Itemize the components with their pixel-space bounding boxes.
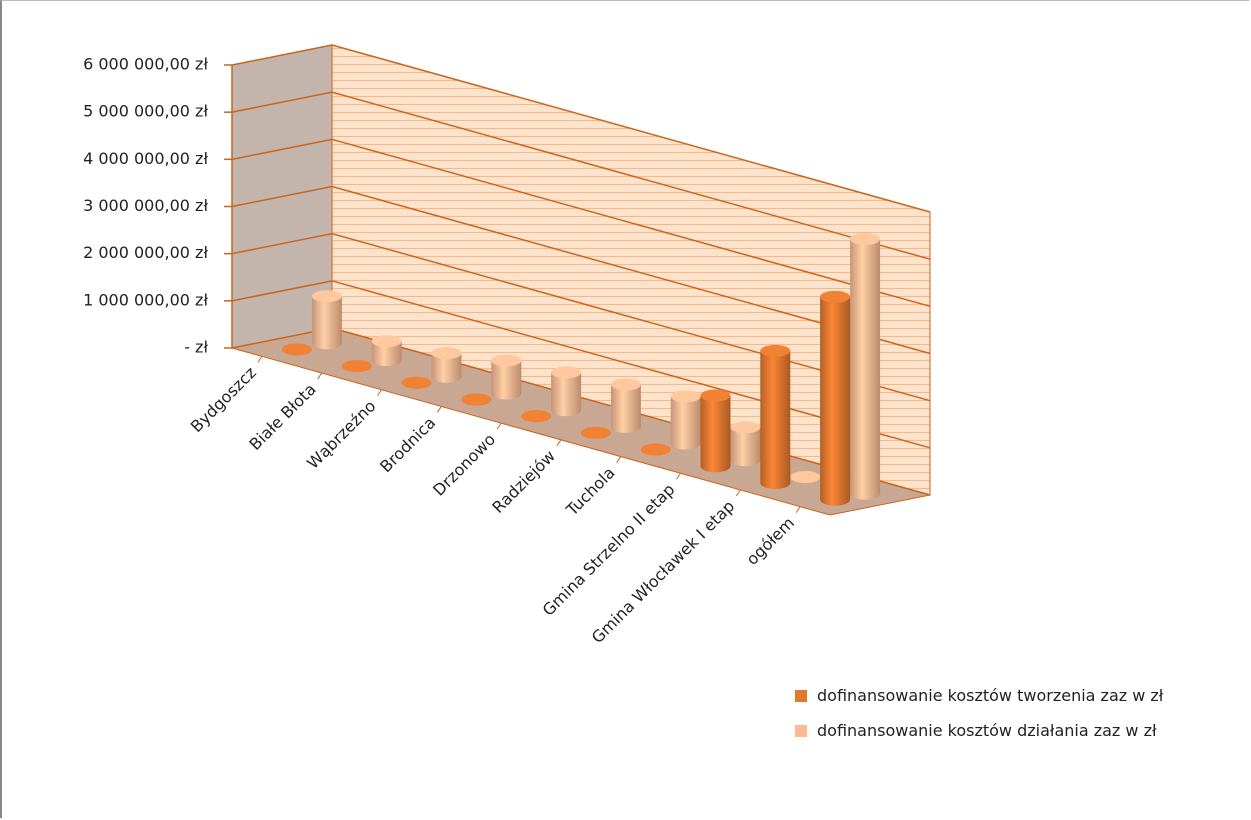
x-tick xyxy=(257,356,263,363)
cylinder xyxy=(700,395,731,473)
x-tick-label: Gmina Strzelno II etap xyxy=(539,480,679,620)
cylinder-top xyxy=(670,390,701,403)
x-tick xyxy=(735,489,741,497)
cylinder xyxy=(431,353,462,383)
y-tick-label: - zł xyxy=(184,338,208,357)
y-tick-label: 5 000 000,00 zł xyxy=(83,102,208,121)
cylinder-top xyxy=(551,366,582,379)
cylinder-top xyxy=(281,343,312,356)
x-tick xyxy=(676,472,681,480)
grid-line xyxy=(231,44,931,213)
cylinder-top xyxy=(610,378,641,391)
legend-label: dofinansowanie kosztów tworzenia zaz w z… xyxy=(817,686,1164,705)
legend: dofinansowanie kosztów tworzenia zaz w z… xyxy=(795,682,1215,752)
grid-line xyxy=(231,138,931,308)
grid-line xyxy=(231,232,931,402)
cylinder xyxy=(491,360,522,400)
cylinder-top xyxy=(850,232,881,245)
x-tick-label: Radziejów xyxy=(488,446,559,517)
cylinder-top xyxy=(700,389,731,402)
cylinder-top xyxy=(431,347,462,360)
cylinder xyxy=(760,350,791,489)
y-tick-label: 1 000 000,00 zł xyxy=(83,290,208,309)
y-tick-label: 3 000 000,00 zł xyxy=(83,196,208,215)
x-tick-label: Drzonowo xyxy=(429,430,499,500)
cylinder-top xyxy=(401,376,432,389)
legend-swatch xyxy=(795,725,807,737)
legend-swatch xyxy=(795,690,807,702)
cylinder-top xyxy=(311,290,342,303)
x-tick xyxy=(795,506,801,513)
legend-item: dofinansowanie kosztów działania zaz w z… xyxy=(795,717,1215,744)
cylinder-top xyxy=(820,290,851,303)
x-tick-label: Tuchola xyxy=(562,463,619,520)
x-tick-label: ogółem xyxy=(742,513,798,569)
x-tick-label: Białe Błota xyxy=(245,380,319,454)
x-tick-label: Bydgoszcz xyxy=(187,363,260,436)
cylinder xyxy=(311,296,342,350)
cylinder xyxy=(850,238,881,500)
cylinder-top xyxy=(371,335,402,348)
x-tick-label: Gmina Włocławek I etap xyxy=(588,497,739,648)
x-tick xyxy=(556,439,562,447)
cylinder xyxy=(551,372,582,417)
cylinder-top xyxy=(521,410,552,423)
x-tick xyxy=(317,372,323,380)
x-tick xyxy=(436,406,442,413)
cylinder-top xyxy=(491,354,522,367)
cylinder-top xyxy=(461,393,492,406)
cylinder-top xyxy=(640,443,671,456)
x-tick-label: Wąbrzeźno xyxy=(303,396,379,472)
grid-line xyxy=(231,185,931,355)
cylinder-top xyxy=(730,421,761,434)
cylinder xyxy=(670,396,701,450)
cylinder xyxy=(371,341,402,367)
x-tick xyxy=(496,422,502,430)
plot-area: - zł 1 000 000,00 zł 2 000 000,00 zł 3 000 … xyxy=(83,44,931,648)
grid-line xyxy=(231,91,931,260)
cylinder xyxy=(730,427,761,467)
x-tick-label: Brodnica xyxy=(376,413,439,476)
y-tick-label: 4 000 000,00 zł xyxy=(83,149,208,168)
legend-label: dofinansowanie kosztów działania zaz w z… xyxy=(817,721,1157,740)
cylinder xyxy=(820,296,851,506)
grid-line xyxy=(231,280,931,449)
y-tick-label: 6 000 000,00 zł xyxy=(83,55,208,74)
cylinder-top xyxy=(341,360,372,373)
cylinder-top xyxy=(580,426,611,439)
legend-item: dofinansowanie kosztów tworzenia zaz w z… xyxy=(795,682,1215,709)
cylinder-top xyxy=(790,470,821,483)
cylinder-top xyxy=(760,344,791,357)
cylinder xyxy=(610,384,641,433)
x-tick xyxy=(377,389,382,397)
x-tick xyxy=(616,456,622,463)
y-tick-label: 2 000 000,00 zł xyxy=(83,243,208,262)
